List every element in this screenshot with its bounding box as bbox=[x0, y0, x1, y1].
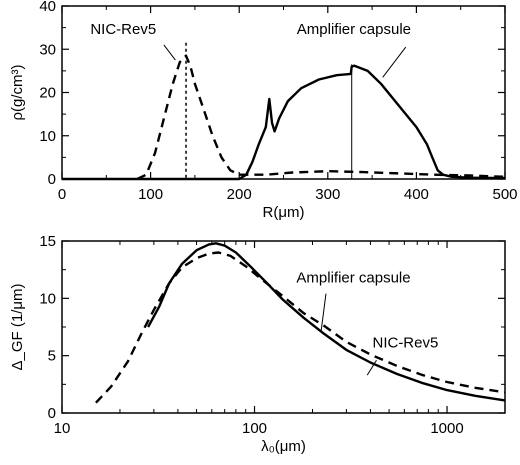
x-tick-label: 300 bbox=[315, 186, 340, 203]
bottom-x-axis-label: λ₀(μm) bbox=[261, 438, 306, 455]
x-tick-label: 0 bbox=[58, 186, 66, 203]
annotation-nic-rev5-top: NIC-Rev5 bbox=[90, 21, 156, 38]
top-x-axis-label: R(μm) bbox=[263, 204, 305, 221]
y-tick-label: 0 bbox=[48, 171, 56, 188]
y-tick-label: 15 bbox=[39, 233, 56, 250]
nic-rev5-leader-line bbox=[163, 44, 176, 61]
series-amplifier-capsule-line bbox=[62, 64, 506, 181]
density-panel: 0 100 200 300 400 500 0 10 20 30 40 R(μm) ρ(g/cm³)… bbox=[9, 0, 518, 221]
y-tick-label: 30 bbox=[39, 41, 56, 58]
nic-rev5-leader-line-bottom bbox=[366, 359, 377, 376]
x-tick-label: 10 bbox=[54, 420, 71, 437]
bottom-axis-ticks: 10 100 1000 0 5 10 15 bbox=[39, 233, 506, 437]
series-amplifier-capsule-line bbox=[147, 242, 506, 402]
capsule-leader-line bbox=[382, 46, 407, 78]
series-nic-rev5-line bbox=[136, 54, 506, 181]
x-tick-label: 200 bbox=[227, 186, 252, 203]
x-tick-label: 100 bbox=[242, 420, 267, 437]
y-tick-label: 40 bbox=[39, 0, 56, 15]
x-tick-label: 1000 bbox=[430, 420, 463, 437]
x-tick-label: 100 bbox=[138, 186, 163, 203]
annotation-amplifier-capsule-top: Amplifier capsule bbox=[297, 21, 411, 38]
top-plot-data bbox=[62, 42, 506, 181]
annotation-nic-rev5-bottom: NIC-Rev5 bbox=[372, 335, 438, 352]
x-tick-label: 500 bbox=[492, 186, 517, 203]
top-axis-ticks: 0 100 200 300 400 500 0 10 20 30 40 bbox=[39, 0, 517, 203]
x-tick-label: 400 bbox=[404, 186, 429, 203]
bottom-plot-data bbox=[95, 242, 506, 404]
annotation-amplifier-capsule-bottom: Amplifier capsule bbox=[296, 269, 410, 286]
y-tick-label: 5 bbox=[48, 348, 56, 365]
bottom-y-axis-label: Δ_GF (1/μm) bbox=[9, 283, 26, 370]
gain-panel: 10 100 1000 0 5 10 15 λ₀(μm) Δ_GF (1/μm) Ampli… bbox=[9, 233, 506, 455]
y-tick-label: 10 bbox=[39, 290, 56, 307]
y-tick-label: 10 bbox=[39, 128, 56, 145]
top-y-axis-label: ρ(g/cm³) bbox=[9, 64, 26, 120]
y-tick-label: 20 bbox=[39, 85, 56, 102]
series-nic-rev5-line bbox=[95, 251, 506, 404]
y-tick-label: 0 bbox=[48, 405, 56, 422]
capsule-leader-line-bottom bbox=[320, 293, 327, 331]
